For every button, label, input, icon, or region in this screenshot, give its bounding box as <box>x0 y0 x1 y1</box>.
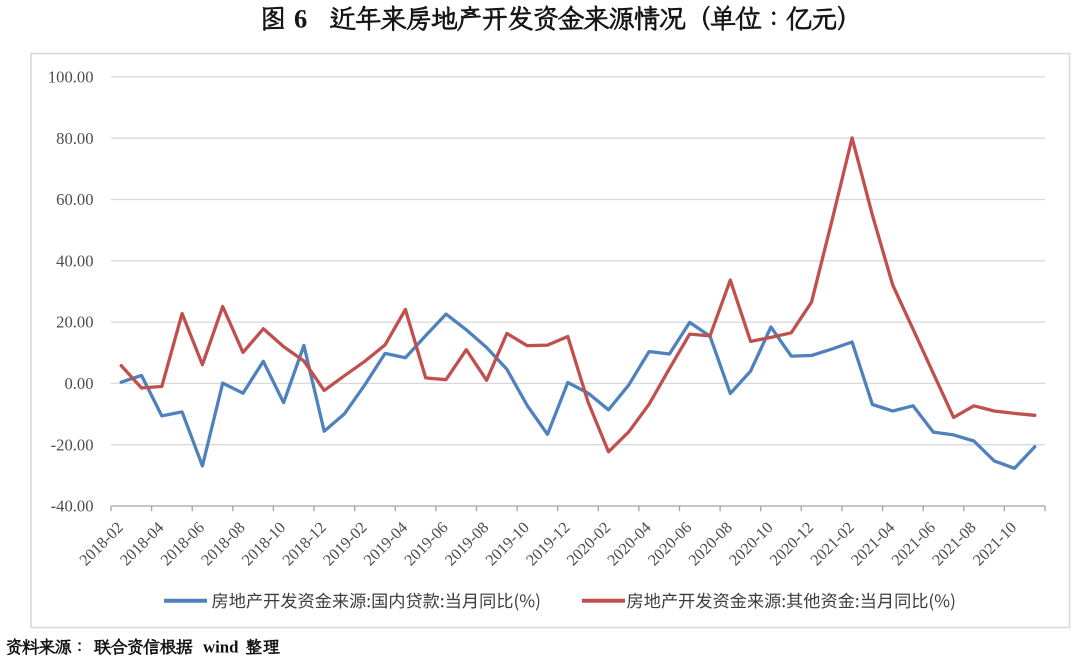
svg-text:20.00: 20.00 <box>56 313 93 332</box>
svg-text:-40.00: -40.00 <box>51 497 94 516</box>
svg-text:0.00: 0.00 <box>64 374 93 393</box>
svg-text:60.00: 60.00 <box>56 190 93 209</box>
svg-text:40.00: 40.00 <box>56 251 93 270</box>
svg-text:80.00: 80.00 <box>56 129 93 148</box>
svg-text:6: 6 <box>294 4 307 34</box>
svg-text:wind: wind <box>203 638 239 657</box>
svg-text:100.00: 100.00 <box>48 68 94 87</box>
svg-text:-20.00: -20.00 <box>51 435 94 454</box>
